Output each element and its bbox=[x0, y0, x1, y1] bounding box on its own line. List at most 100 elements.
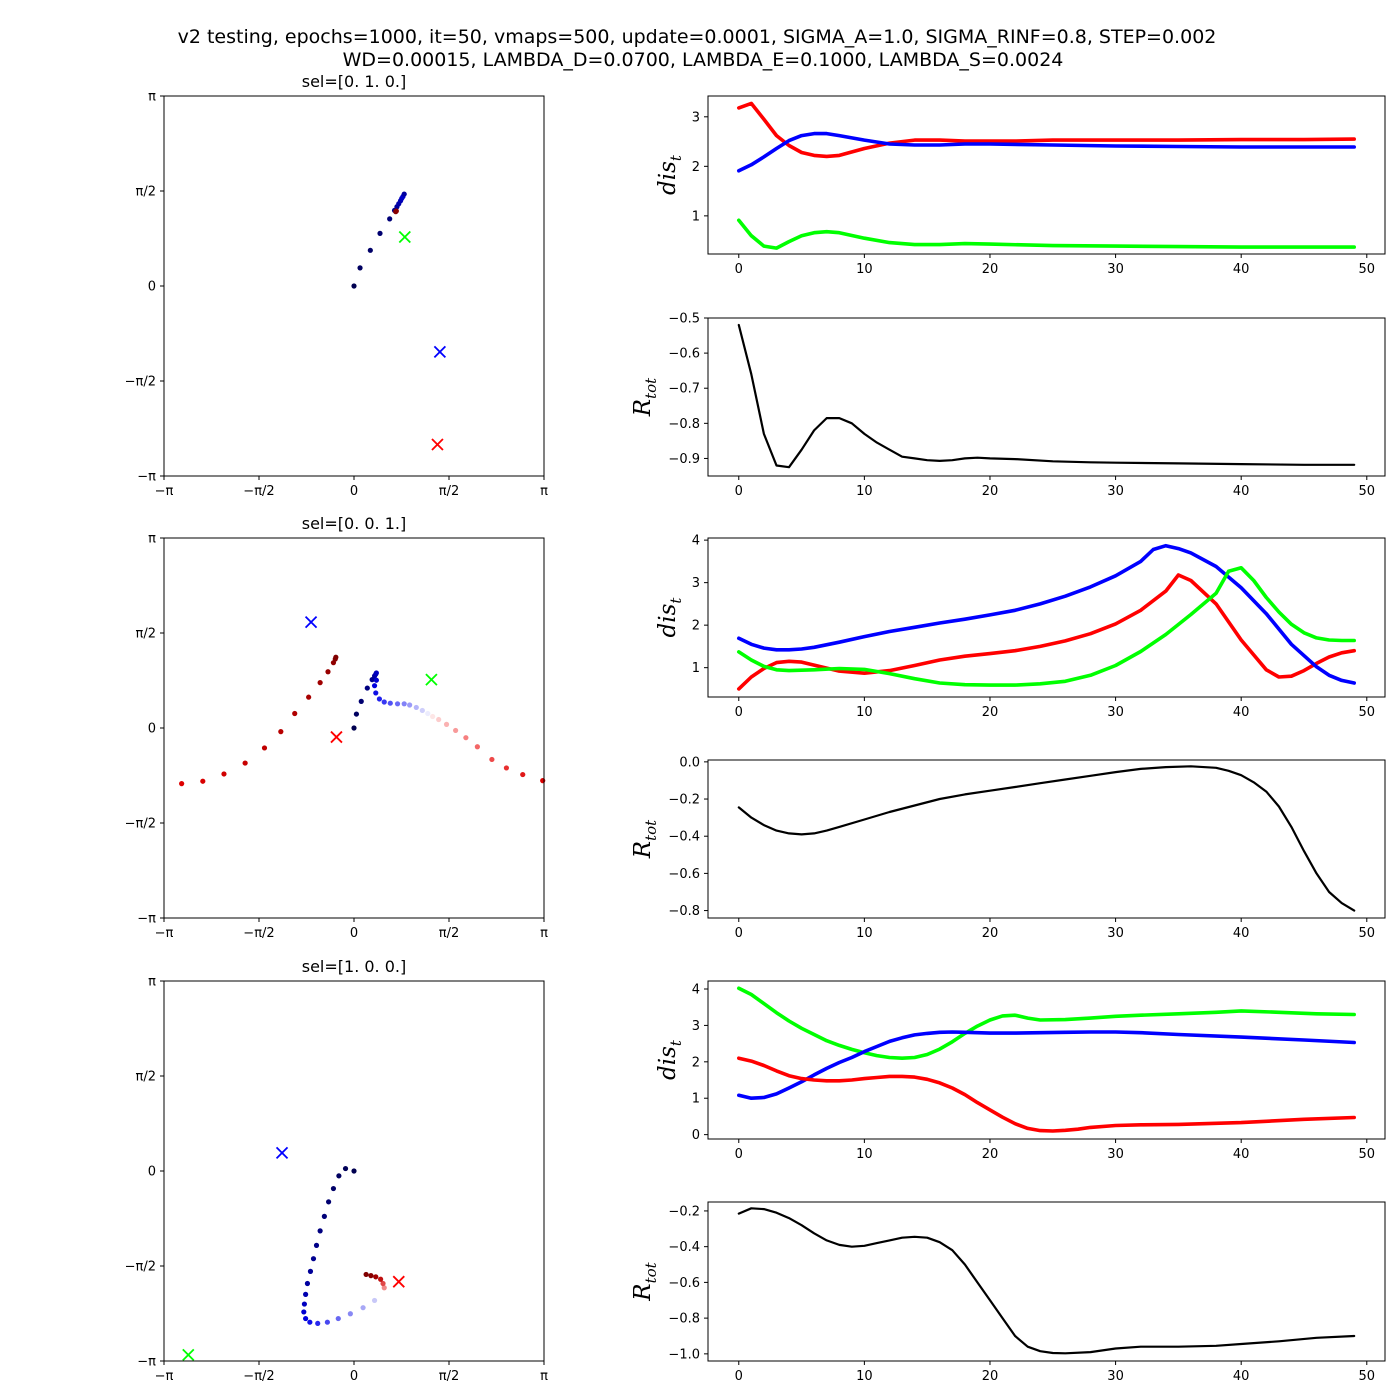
traj2-ytick-label: −π bbox=[137, 912, 156, 927]
traj2-trajectory-point bbox=[453, 727, 459, 734]
rtot3-ytick-label: −1.0 bbox=[668, 1347, 700, 1362]
rtot2-series-line-0 bbox=[737, 765, 1356, 912]
traj3-trajectory-point bbox=[335, 1315, 341, 1322]
traj2-trajectory-point bbox=[353, 711, 360, 717]
dist2-ytick-label: 2 bbox=[692, 619, 700, 634]
dist1-xtick-label: 10 bbox=[856, 262, 873, 277]
marker-stroke bbox=[425, 673, 438, 686]
rtot2-ytick-label: 0.0 bbox=[679, 755, 700, 770]
traj2-trajectory-point bbox=[413, 704, 419, 711]
rtot3-ylabel-sub: tot bbox=[642, 1261, 660, 1283]
rtot2-ytick-label: −0.4 bbox=[668, 830, 700, 845]
traj3-trajectory-point bbox=[351, 1168, 357, 1174]
traj3-title: sel=[1. 0. 0.] bbox=[302, 957, 406, 976]
traj2-trajectory-point bbox=[419, 707, 425, 714]
marker-stroke bbox=[392, 1275, 405, 1288]
traj3-trajectory-point bbox=[324, 1319, 330, 1325]
traj2-trajectory-point bbox=[520, 771, 526, 778]
traj2-trajectory-point bbox=[373, 677, 379, 683]
dist2-panel: 0 10 20 30 40 50 1 2 3 4 dist bbox=[655, 534, 1386, 720]
traj2-panel: sel=[0. 0. 1.] −π−π −π/2 −π/2 0 0 π/2 π/2 π π bbox=[125, 514, 548, 941]
traj2-trajectory-point bbox=[200, 778, 206, 784]
marker-stroke bbox=[398, 230, 411, 244]
dist1-ylabel: dist bbox=[655, 154, 685, 195]
traj2-trajectory-point bbox=[261, 745, 268, 751]
traj3-trajectory-point bbox=[307, 1268, 314, 1274]
traj2-trajectory-point bbox=[373, 670, 379, 676]
traj3-trajectory-point bbox=[301, 1309, 307, 1315]
rtot3-series-line-0 bbox=[737, 1207, 1356, 1355]
rtot3-xtick-label: 20 bbox=[982, 1369, 999, 1384]
traj2-trajectory-point bbox=[381, 699, 387, 705]
rtot1-ytick-label: −0.6 bbox=[668, 347, 700, 362]
dist1-xtick-label: 50 bbox=[1359, 262, 1376, 277]
traj2-trajectory-point bbox=[333, 654, 339, 660]
traj2-trajectory-point bbox=[371, 683, 378, 689]
traj3-trajectory-point bbox=[373, 1274, 379, 1280]
traj3-trajectory-point bbox=[315, 1320, 321, 1327]
traj3-xtick-label: −π/2 bbox=[243, 1369, 274, 1384]
traj2-trajectory-point bbox=[306, 694, 312, 700]
dist1-xtick-label: 20 bbox=[982, 262, 999, 277]
traj1-ytick-label: π bbox=[148, 90, 156, 105]
traj1-ytick-label: 0 bbox=[148, 280, 156, 295]
traj2-trajectory-point bbox=[221, 771, 227, 777]
rtot1-xtick-label: 0 bbox=[735, 484, 743, 499]
dist1-ytick-label: 2 bbox=[692, 160, 700, 175]
dist3-ytick-label: 4 bbox=[692, 983, 700, 998]
rtot1-ytick-label: −0.7 bbox=[668, 382, 700, 397]
traj2-target-marker-green bbox=[425, 673, 438, 686]
traj2-title: sel=[0. 0. 1.] bbox=[302, 514, 406, 533]
rtot3-ytick-label: −0.2 bbox=[668, 1204, 700, 1219]
dist2-xtick-label: 10 bbox=[856, 705, 873, 720]
rtot1-series-line-0 bbox=[737, 323, 1356, 469]
dist1-panel: 0 10 20 30 40 50 1 2 3 dist bbox=[655, 95, 1386, 277]
dist3-xtick-label: 0 bbox=[735, 1147, 743, 1162]
traj3-ytick-label: 0 bbox=[148, 1165, 156, 1180]
dist2-series-line-2 bbox=[736, 565, 1356, 687]
dist2-xtick-label: 50 bbox=[1359, 705, 1376, 720]
traj3-trajectory-point bbox=[303, 1315, 309, 1322]
dist3-ylabel-sub: t bbox=[667, 1039, 685, 1046]
rtot2-xtick-label: 30 bbox=[1107, 926, 1124, 941]
traj1-trajectory-point bbox=[393, 208, 399, 214]
traj2-trajectory-point bbox=[430, 713, 436, 720]
traj1-title: sel=[0. 1. 0.] bbox=[302, 72, 406, 91]
traj2-target-marker-red bbox=[330, 730, 343, 744]
traj3-trajectory-point bbox=[336, 1173, 342, 1179]
traj2-ytick-label: 0 bbox=[148, 722, 156, 737]
traj2-trajectory-point bbox=[325, 669, 331, 675]
dist1-ytick-label: 1 bbox=[692, 209, 700, 224]
traj3-trajectory-point bbox=[313, 1242, 320, 1248]
traj3-target-marker-green bbox=[182, 1348, 195, 1361]
dist1-series-line-2 bbox=[736, 218, 1356, 250]
traj2-trajectory-point bbox=[387, 700, 393, 706]
traj3-trajectory-point bbox=[360, 1305, 366, 1311]
dist1-ylabel-sub: t bbox=[667, 154, 685, 161]
traj3-xtick-label: π/2 bbox=[439, 1369, 459, 1384]
traj3-trajectory-point bbox=[330, 1185, 337, 1192]
traj3-panel: sel=[1. 0. 0.] −π−π −π/2 −π/2 0 0 π/2 π/2 π π bbox=[125, 957, 548, 1384]
marker-stroke bbox=[304, 616, 318, 629]
traj3-ytick-label: π/2 bbox=[136, 1069, 156, 1084]
traj3-trajectory-point bbox=[342, 1165, 349, 1172]
traj3-trajectory-point bbox=[317, 1228, 323, 1234]
traj1-ytick-label: −π/2 bbox=[125, 375, 156, 390]
traj3-xtick-label: 0 bbox=[350, 1369, 358, 1384]
rtot1-axes-frame bbox=[707, 317, 1386, 477]
rtot3-ylabel: Rtot bbox=[630, 1261, 660, 1301]
traj1-xtick-label: π bbox=[540, 484, 548, 499]
dist2-xtick-label: 20 bbox=[982, 705, 999, 720]
dist1-series-line-1 bbox=[736, 131, 1356, 173]
dist2-xtick-label: 0 bbox=[735, 705, 743, 720]
traj3-trajectory-point bbox=[325, 1199, 332, 1205]
traj2-xtick-label: 0 bbox=[350, 926, 358, 941]
rtot2-xtick-label: 50 bbox=[1359, 926, 1376, 941]
traj3-trajectory-point bbox=[310, 1256, 317, 1262]
traj2-trajectory-point bbox=[358, 698, 364, 704]
rtot1-xtick-label: 10 bbox=[856, 484, 873, 499]
traj2-trajectory-point bbox=[407, 702, 413, 708]
traj2-trajectory-point bbox=[351, 725, 357, 731]
